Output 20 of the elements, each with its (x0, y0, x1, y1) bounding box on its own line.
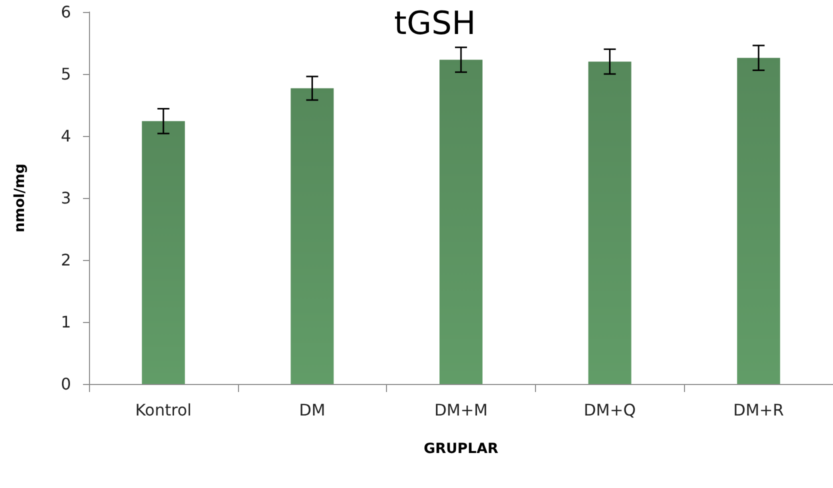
bar (588, 62, 632, 384)
y-tick-label: 4 (60, 126, 71, 146)
y-tick-label: 3 (60, 188, 71, 208)
y-axis-title: nmol/mg (12, 164, 28, 232)
x-tick-label: DM (299, 400, 326, 420)
y-tick-label: 5 (60, 64, 71, 84)
y-tick-label: 1 (60, 312, 71, 332)
x-tick-label: DM+M (434, 400, 488, 420)
bar (737, 58, 780, 384)
x-axis-title: GRUPLAR (424, 441, 498, 457)
y-tick-label: 6 (60, 2, 71, 22)
chart-title: tGSH (394, 4, 476, 42)
x-tick-label: DM+Q (584, 400, 636, 420)
y-tick-label: 0 (60, 374, 71, 394)
bar (290, 88, 334, 384)
x-tick-label: DM+R (733, 400, 784, 420)
bar (142, 121, 185, 384)
x-tick-label: Kontrol (135, 400, 192, 420)
y-tick-label: 2 (60, 250, 71, 270)
bar (440, 60, 482, 384)
